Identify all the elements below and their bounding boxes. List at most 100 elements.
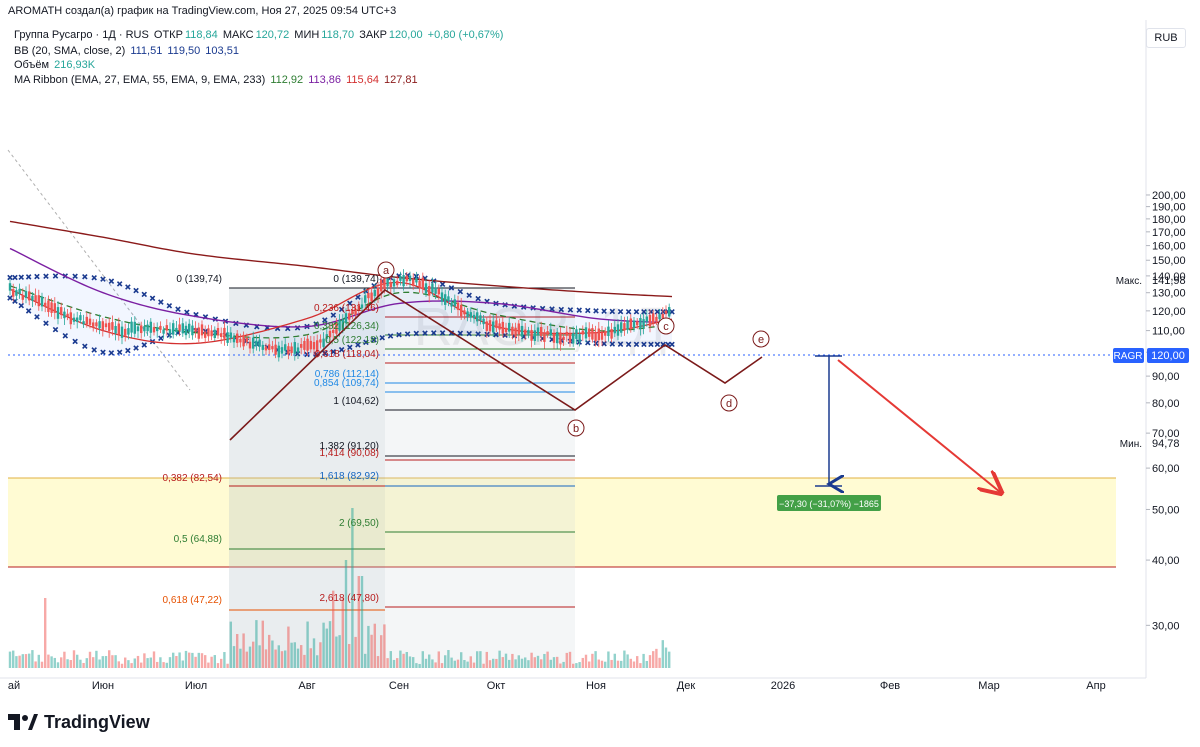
candle-body [463,310,466,315]
candle-body [530,329,533,341]
time-axis[interactable]: ай Июн Июл Авг Сен Окт Ноя Дек 2026 Фев Мар Апр [8,680,1106,692]
candle-body [284,344,287,351]
bb-lower-marker [133,345,139,351]
volume-bar [322,622,325,668]
bb-lower-marker [648,341,654,348]
candle-body [120,326,124,338]
volume-bar [149,657,152,668]
bb-upper-marker [125,284,131,290]
volume-bar [24,654,28,668]
bb-upper-marker [7,274,13,281]
candle-body [56,307,60,319]
legend-volume-row[interactable]: Объём 216,93K [14,59,97,71]
bb-lower-marker [108,350,115,356]
candle-body [53,303,56,313]
candle-body [568,333,572,343]
candle-body [629,318,632,330]
volume-bar [396,658,399,668]
volume-bar [316,655,319,668]
volume-bar [530,652,533,668]
volume-bar [463,660,466,668]
volume-bar [383,624,386,668]
volume-bar [312,638,316,668]
volume-bar [252,641,255,668]
candle-body [312,341,316,350]
candle-body [335,323,338,334]
candle-body [348,313,351,320]
candle-body [552,333,556,343]
candle-body [652,313,655,324]
bb-lower-marker [72,338,78,345]
volume-bar [207,662,210,668]
candle-body [357,305,360,311]
bb-upper-marker [330,312,337,318]
currency-selector[interactable]: RUB [1146,28,1186,48]
bb-lower-marker [322,350,328,357]
bb-upper-marker [141,291,148,298]
candle-body [204,331,207,338]
bb-lower-marker [633,341,640,348]
volume-bar [37,654,40,668]
legend-close-label: ЗАКР [359,29,387,41]
candle-body [616,324,620,336]
volume-bar [146,658,149,668]
candle-body [434,287,437,294]
candle-body [540,327,543,336]
volume-bar [405,651,408,668]
volume-bar [21,654,24,668]
candle-body [524,329,527,335]
price-tick-label: 80,00 [1152,398,1180,410]
candle-body [159,325,162,330]
volume-bar [28,653,31,668]
candle-body [232,336,236,343]
candle-body [200,324,204,336]
volume-bar [348,643,351,668]
candle-body [184,325,188,336]
candle-body [252,337,255,349]
volume-bar [127,660,130,668]
candle-body [591,328,594,340]
candle-body [428,286,431,296]
ema-line-ema55 [9,247,673,328]
bb-upper-marker [34,273,40,280]
legend-ma-ribbon-row[interactable]: MA Ribbon (EMA, 27, EMA, 55, EMA, 9, EMA… [14,74,420,86]
candle-body [389,282,392,288]
bb-lower-marker [475,331,481,337]
candle-body [341,319,344,331]
price-tick-label: 70,00 [1152,428,1180,440]
legend-ma-27: 112,92 [270,74,304,86]
candle-body [415,278,418,283]
volume-bar [268,634,271,668]
volume-bar [415,663,418,668]
volume-bar [111,655,114,668]
ema-ribbon [9,220,673,345]
volume-bar [271,640,274,668]
candle-body [396,280,399,286]
time-tick-label: Авг [298,680,315,692]
bb-lower-marker [338,346,345,353]
volume-bar [18,655,21,668]
bb-upper-marker [617,308,624,315]
volume-bar [434,662,437,668]
volume-bar [92,657,95,668]
time-tick-label: Июл [185,680,207,692]
fib-left-label-1: 0,382 (82,54) [163,473,223,484]
candle-body [511,326,514,336]
legend-ma-9: 115,64 [346,74,379,86]
fib-right-label-3: 0,5 (122,18) [325,335,379,346]
candle-body [261,344,264,350]
volume-bar [136,655,140,668]
bb-upper-marker [625,308,632,315]
candle-body [626,320,629,330]
volume-bar [248,646,252,668]
legend-symbol[interactable]: Группа Русагро · 1Д · RUS [14,29,149,41]
legend-bb-row[interactable]: BB (20, SMA, close, 2) 111,51 119,50 103… [14,45,241,57]
bb-upper-marker [338,306,345,313]
bb-lower-marker [593,340,599,347]
tradingview-logo[interactable]: TradingView [8,710,150,734]
candle-body [290,346,293,353]
volume-bar [85,658,88,668]
volume-bar [357,576,360,668]
